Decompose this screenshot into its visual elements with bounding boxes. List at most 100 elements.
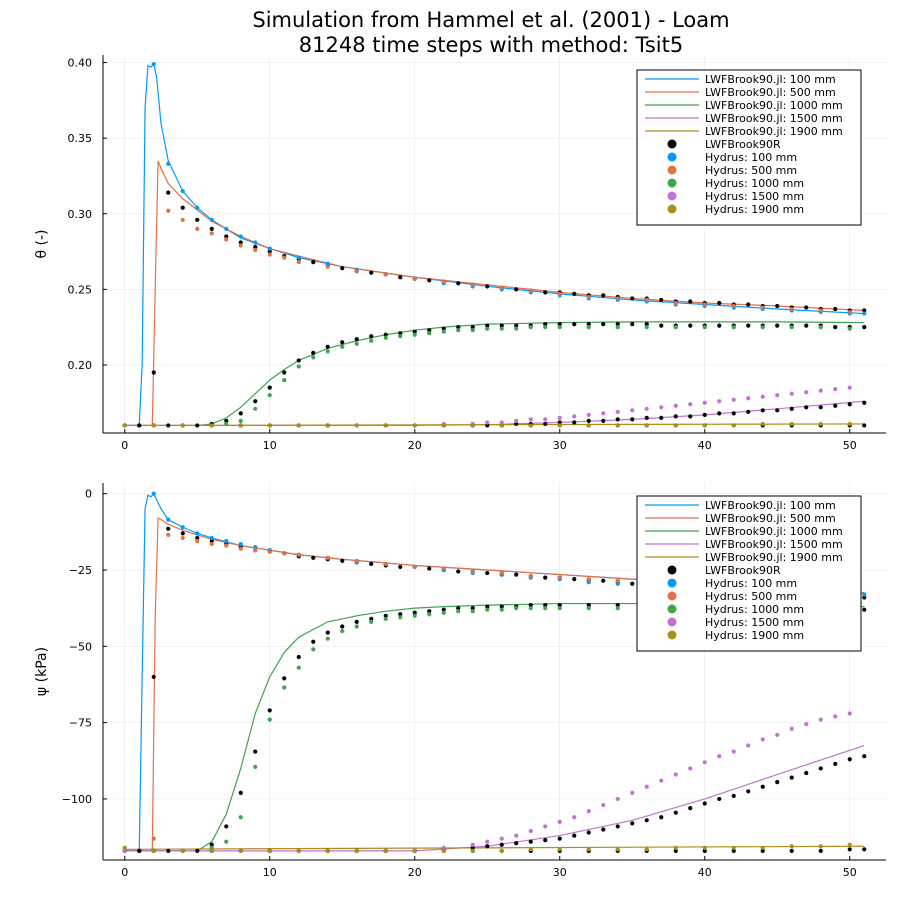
data-point — [296, 260, 301, 265]
data-point — [572, 420, 577, 425]
data-point — [383, 561, 388, 566]
data-point — [572, 322, 577, 327]
x-tick-label: 20 — [408, 866, 422, 879]
data-point — [659, 323, 664, 328]
data-point — [586, 418, 591, 423]
x-tick-label: 0 — [121, 439, 128, 452]
legend-label: Hydrus: 1500 mm — [705, 616, 804, 629]
data-point — [659, 415, 664, 420]
data-point — [180, 531, 185, 536]
data-point — [746, 396, 751, 401]
data-point — [456, 328, 461, 333]
data-point — [354, 337, 359, 342]
data-point — [586, 294, 591, 300]
y-tick-label: −100 — [62, 793, 92, 806]
legend-dot-swatch — [667, 604, 677, 614]
legend-dot-swatch — [667, 630, 677, 640]
data-point — [296, 358, 301, 363]
data-point — [644, 406, 649, 411]
data-point — [818, 308, 823, 313]
data-point — [383, 423, 388, 428]
data-point — [789, 406, 794, 411]
y-tick-label: 0.30 — [68, 208, 93, 221]
data-point — [789, 726, 794, 731]
data-point — [702, 400, 707, 405]
data-point — [238, 423, 243, 428]
legend-label: LWFBrook90.jl: 1500 mm — [705, 538, 843, 551]
data-point — [615, 796, 620, 802]
data-point — [702, 848, 707, 853]
data-point — [572, 414, 577, 419]
data-point — [543, 325, 548, 330]
data-point — [557, 420, 562, 425]
data-point — [485, 423, 490, 428]
data-point — [470, 282, 475, 287]
data-point — [615, 296, 620, 301]
data-point — [557, 291, 562, 296]
data-point — [209, 538, 214, 544]
data-point — [470, 845, 475, 850]
data-point — [267, 393, 272, 398]
chart-title-line2: 81248 time steps with method: Tsit5 — [299, 33, 683, 57]
data-point — [702, 760, 707, 765]
data-point — [543, 290, 548, 295]
data-point — [427, 612, 432, 617]
data-point — [746, 323, 751, 328]
series-line — [124, 845, 865, 850]
data-point — [862, 311, 867, 316]
data-point — [615, 322, 620, 327]
data-point — [325, 630, 330, 635]
data-point — [586, 412, 591, 417]
data-point — [543, 421, 548, 427]
data-point — [282, 255, 287, 260]
data-point — [499, 836, 504, 841]
data-point — [615, 325, 620, 330]
data-point — [862, 423, 867, 428]
data-point — [296, 255, 301, 260]
data-point — [847, 421, 852, 427]
data-point — [630, 322, 635, 327]
data-point — [325, 636, 330, 641]
data-point — [122, 848, 127, 853]
data-point — [325, 555, 330, 560]
data-point — [586, 606, 591, 611]
legend-label: LWFBrook90.jl: 1000 mm — [705, 525, 843, 538]
data-point — [572, 833, 577, 838]
data-point — [383, 332, 388, 337]
data-point — [833, 387, 838, 392]
data-point — [644, 423, 649, 428]
data-point — [470, 606, 475, 611]
y-tick-label: −50 — [69, 640, 92, 653]
data-point — [151, 370, 156, 375]
data-point — [267, 385, 272, 390]
chart-title-line1: Simulation from Hammel et al. (2001) - L… — [252, 8, 729, 32]
data-point — [151, 491, 156, 496]
data-point — [470, 423, 475, 428]
x-tick-label: 40 — [698, 866, 712, 879]
data-point — [673, 810, 678, 815]
data-point — [209, 217, 214, 222]
data-point — [166, 161, 171, 166]
data-point — [746, 743, 751, 748]
data-point — [224, 234, 229, 239]
data-point — [180, 188, 185, 194]
data-point — [557, 322, 562, 327]
data-point — [659, 778, 664, 783]
series-line — [124, 321, 865, 427]
data-point — [151, 674, 156, 679]
data-point — [441, 329, 446, 334]
data-point — [775, 323, 780, 328]
data-point — [456, 609, 461, 614]
data-point — [615, 824, 620, 829]
data-point — [514, 833, 519, 838]
data-point — [847, 385, 852, 390]
data-point — [180, 525, 185, 530]
data-point — [238, 240, 243, 245]
data-point — [673, 772, 678, 777]
data-point — [644, 297, 649, 303]
data-point — [615, 578, 620, 583]
data-point — [195, 226, 200, 231]
data-point — [586, 847, 591, 852]
data-point — [166, 423, 171, 428]
data-point — [224, 237, 229, 242]
